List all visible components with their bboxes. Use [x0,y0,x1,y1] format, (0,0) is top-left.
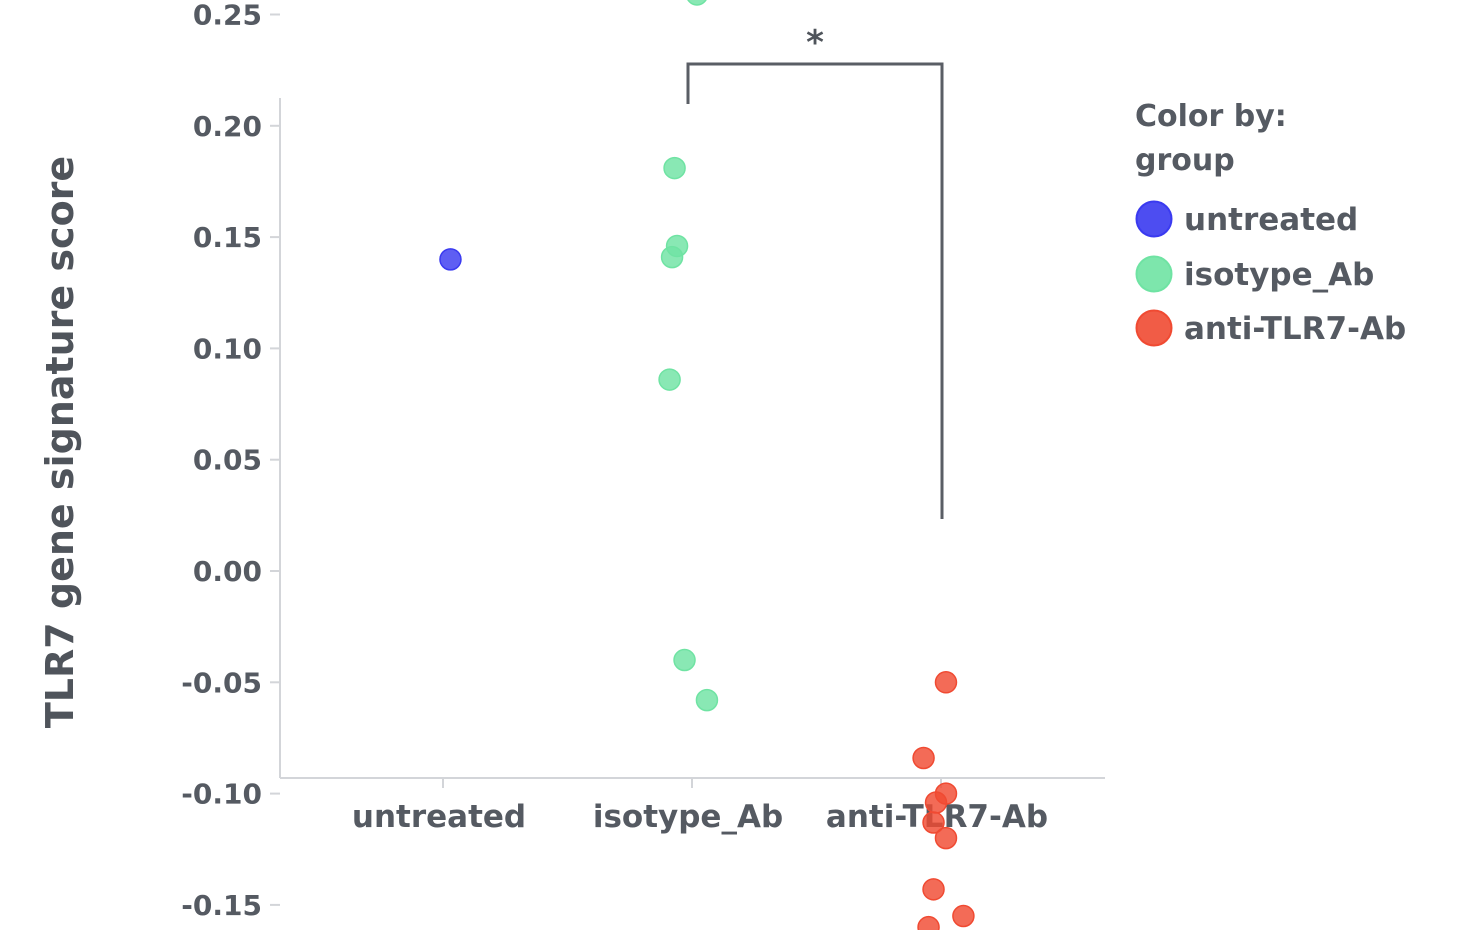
y-tick-label: -0.15 [181,889,262,922]
legend-label-anti-TLR7-Ab: anti-TLR7-Ab [1184,311,1406,347]
data-point-isotype_Ab [658,368,681,391]
significance-bracket: * [686,23,944,519]
data-point-untreated [439,248,462,271]
legend-label-isotype_Ab: isotype_Ab [1184,257,1374,293]
legend-label-untreated: untreated [1184,202,1358,238]
legend-subtitle: group [1135,143,1235,178]
legend-marker-anti-TLR7-Ab [1135,309,1173,347]
data-point-anti-TLR7-Ab [917,915,940,930]
legend-entries: untreated isotype_Ab anti-TLR7-Ab [1135,200,1406,347]
y-tick-label: 0.25 [193,0,262,32]
x-tick-label-isotype_Ab: isotype_Ab [593,799,783,835]
y-tick-label: 0.00 [193,555,262,588]
data-point-isotype_Ab [695,688,719,712]
data-point-anti-TLR7-Ab [952,904,975,928]
legend: Color by: group untreated isotype_Ab anti-… [1135,99,1406,347]
data-point-anti-TLR7-Ab [922,811,945,834]
significance-label: * [806,23,824,63]
y-tick-label: -0.05 [181,666,262,699]
data-point-anti-TLR7-Ab [934,671,958,694]
legend-marker-isotype_Ab [1135,255,1173,293]
data-point-isotype_Ab [660,245,684,269]
y-tick-label: 0.05 [193,444,262,477]
legend-marker-untreated [1135,200,1173,238]
axes [279,98,1105,779]
y-ticks: 0.400.350.300.250.200.150.100.050.00-0.0… [181,0,280,922]
data-point-anti-TLR7-Ab [924,791,948,814]
data-point-isotype_Ab [663,156,686,180]
y-tick-label: 0.15 [193,221,262,254]
y-tick-label: 0.20 [193,110,262,143]
data-point-isotype_Ab [673,648,696,672]
data-point-anti-TLR7-Ab [934,826,958,850]
data-point-isotype_Ab [687,0,707,6]
data-point-anti-TLR7-Ab [922,878,945,901]
y-tick-label: -0.10 [181,778,262,811]
data-points [439,0,975,930]
x-tick-label-untreated: untreated [352,799,526,835]
y-axis-label: TLR7 gene signature score [38,156,82,728]
legend-title: Color by: [1135,99,1287,134]
data-point-anti-TLR7-Ab [912,746,935,770]
y-tick-label: 0.10 [193,332,262,365]
significance-bracket-line [686,62,944,519]
